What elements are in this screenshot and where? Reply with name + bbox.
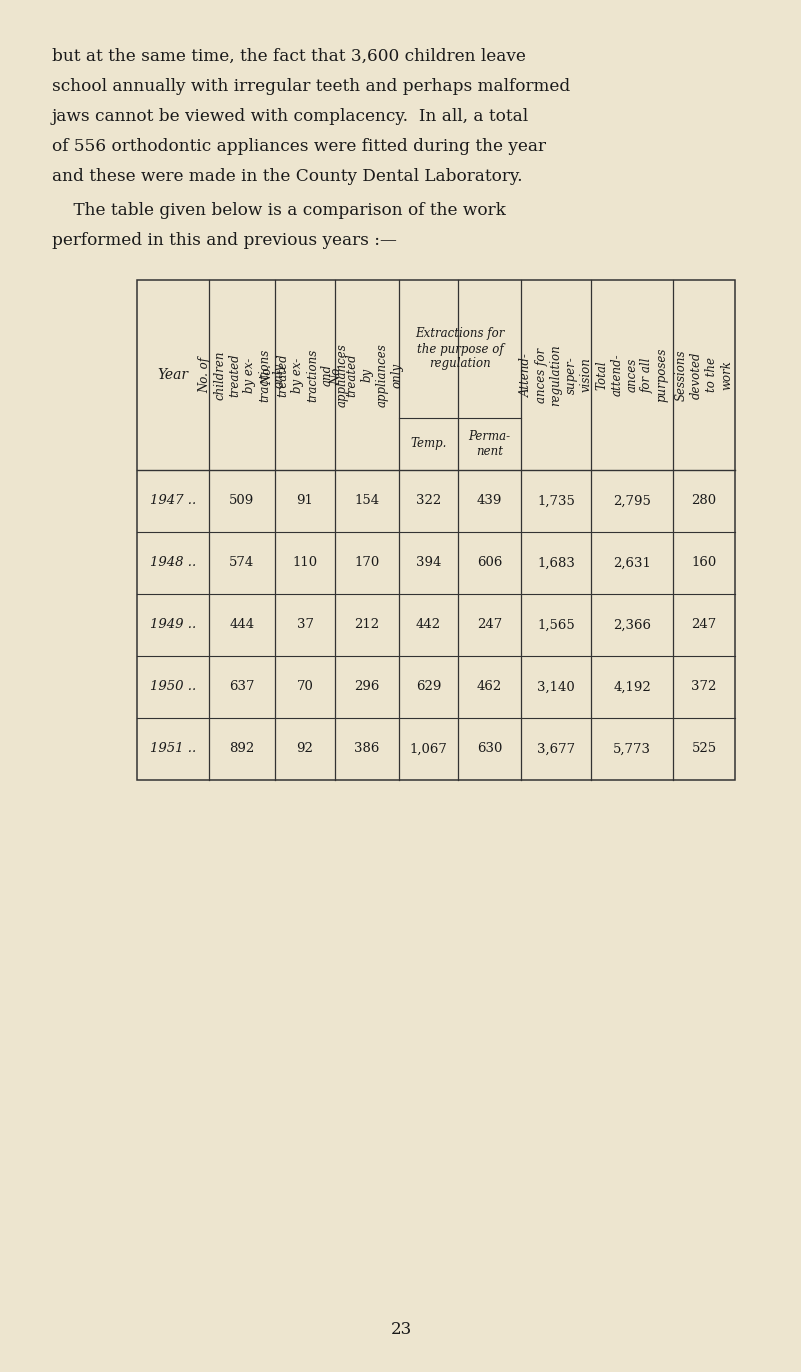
Text: Total
attend-
ances
for all
purposes: Total attend- ances for all purposes xyxy=(595,348,669,402)
Text: Attend-
ances for
regulation
super-
vision: Attend- ances for regulation super- visi… xyxy=(520,344,593,406)
Text: performed in this and previous years :—: performed in this and previous years :— xyxy=(52,232,396,248)
Text: 5,773: 5,773 xyxy=(613,742,651,756)
Text: of 556 orthodontic appliances were fitted during the year: of 556 orthodontic appliances were fitte… xyxy=(52,139,546,155)
Text: 509: 509 xyxy=(229,494,255,508)
Text: 160: 160 xyxy=(691,557,717,569)
Text: 1,683: 1,683 xyxy=(537,557,575,569)
Text: 1,067: 1,067 xyxy=(409,742,448,756)
Text: 110: 110 xyxy=(292,557,317,569)
Text: 462: 462 xyxy=(477,681,502,693)
Text: 637: 637 xyxy=(229,681,255,693)
Text: 170: 170 xyxy=(354,557,380,569)
Text: 23: 23 xyxy=(390,1321,412,1339)
Text: 4,192: 4,192 xyxy=(613,681,651,693)
Text: No.
treated
by ex-
tractions
and
appliances: No. treated by ex- tractions and applian… xyxy=(261,343,349,407)
Text: Sessions
devoted
to the
work: Sessions devoted to the work xyxy=(675,350,733,401)
Text: 2,366: 2,366 xyxy=(613,619,651,631)
Text: 1947 ..: 1947 .. xyxy=(150,494,196,508)
Text: Extractions for
the purpose of
regulation: Extractions for the purpose of regulatio… xyxy=(415,328,505,370)
Text: 1951 ..: 1951 .. xyxy=(150,742,196,756)
Text: 92: 92 xyxy=(296,742,313,756)
Text: 372: 372 xyxy=(691,681,717,693)
Text: 1948 ..: 1948 .. xyxy=(150,557,196,569)
Text: Temp.: Temp. xyxy=(410,438,447,450)
Text: 525: 525 xyxy=(691,742,717,756)
Bar xyxy=(137,280,735,781)
Text: 442: 442 xyxy=(416,619,441,631)
Text: 212: 212 xyxy=(354,619,380,631)
Text: 322: 322 xyxy=(416,494,441,508)
Text: 91: 91 xyxy=(296,494,313,508)
Text: Year: Year xyxy=(158,368,188,381)
Text: 630: 630 xyxy=(477,742,502,756)
Text: The table given below is a comparison of the work: The table given below is a comparison of… xyxy=(52,202,506,220)
Text: 629: 629 xyxy=(416,681,441,693)
Text: 2,795: 2,795 xyxy=(613,494,651,508)
Text: 247: 247 xyxy=(477,619,502,631)
Text: and these were made in the County Dental Laboratory.: and these were made in the County Dental… xyxy=(52,167,522,185)
Text: No. of
children
treated
by ex-
tractions
only: No. of children treated by ex- tractions… xyxy=(198,348,286,402)
Text: 892: 892 xyxy=(229,742,255,756)
Text: 606: 606 xyxy=(477,557,502,569)
Text: 37: 37 xyxy=(296,619,313,631)
Text: 296: 296 xyxy=(354,681,380,693)
Text: 394: 394 xyxy=(416,557,441,569)
Text: 444: 444 xyxy=(229,619,255,631)
Text: 247: 247 xyxy=(691,619,717,631)
Text: 1,735: 1,735 xyxy=(537,494,575,508)
Text: 70: 70 xyxy=(296,681,313,693)
Text: No.
treated
by
appliances
only: No. treated by appliances only xyxy=(331,343,404,407)
Text: but at the same time, the fact that 3,600 children leave: but at the same time, the fact that 3,60… xyxy=(52,48,526,64)
Text: jaws cannot be viewed with complacency.  In all, a total: jaws cannot be viewed with complacency. … xyxy=(52,108,529,125)
Text: 2,631: 2,631 xyxy=(613,557,651,569)
Text: 386: 386 xyxy=(354,742,380,756)
Text: 1950 ..: 1950 .. xyxy=(150,681,196,693)
Text: 1,565: 1,565 xyxy=(537,619,575,631)
Text: 280: 280 xyxy=(691,494,717,508)
Text: 154: 154 xyxy=(354,494,380,508)
Text: 439: 439 xyxy=(477,494,502,508)
Text: 3,677: 3,677 xyxy=(537,742,575,756)
Text: 1949 ..: 1949 .. xyxy=(150,619,196,631)
Text: school annually with irregular teeth and perhaps malformed: school annually with irregular teeth and… xyxy=(52,78,570,95)
Text: 3,140: 3,140 xyxy=(537,681,575,693)
Text: Perma-
nent: Perma- nent xyxy=(469,429,510,458)
Text: 574: 574 xyxy=(229,557,255,569)
